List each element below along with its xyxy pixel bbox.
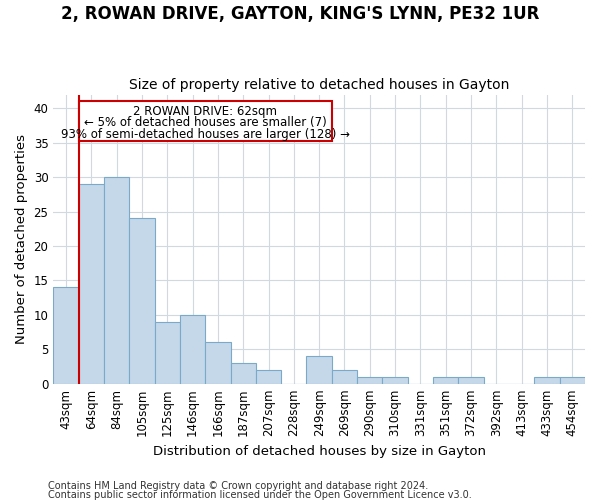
Bar [104,177,129,384]
Bar [79,184,104,384]
Bar [230,363,256,384]
FancyBboxPatch shape [79,102,332,141]
Bar [382,377,408,384]
Bar [205,342,230,384]
Title: Size of property relative to detached houses in Gayton: Size of property relative to detached ho… [129,78,509,92]
Bar [357,377,382,384]
Bar [332,370,357,384]
Text: Contains public sector information licensed under the Open Government Licence v3: Contains public sector information licen… [48,490,472,500]
Text: 2 ROWAN DRIVE: 62sqm: 2 ROWAN DRIVE: 62sqm [133,105,277,118]
Bar [155,322,180,384]
Bar [307,356,332,384]
Bar [560,377,585,384]
X-axis label: Distribution of detached houses by size in Gayton: Distribution of detached houses by size … [152,444,485,458]
Bar [535,377,560,384]
Bar [180,315,205,384]
Text: Contains HM Land Registry data © Crown copyright and database right 2024.: Contains HM Land Registry data © Crown c… [48,481,428,491]
Text: 2, ROWAN DRIVE, GAYTON, KING'S LYNN, PE32 1UR: 2, ROWAN DRIVE, GAYTON, KING'S LYNN, PE3… [61,5,539,23]
Bar [458,377,484,384]
Text: ← 5% of detached houses are smaller (7): ← 5% of detached houses are smaller (7) [84,116,326,130]
Bar [256,370,281,384]
Bar [53,288,79,384]
Bar [129,218,155,384]
Y-axis label: Number of detached properties: Number of detached properties [15,134,28,344]
Text: 93% of semi-detached houses are larger (128) →: 93% of semi-detached houses are larger (… [61,128,350,140]
Bar [433,377,458,384]
